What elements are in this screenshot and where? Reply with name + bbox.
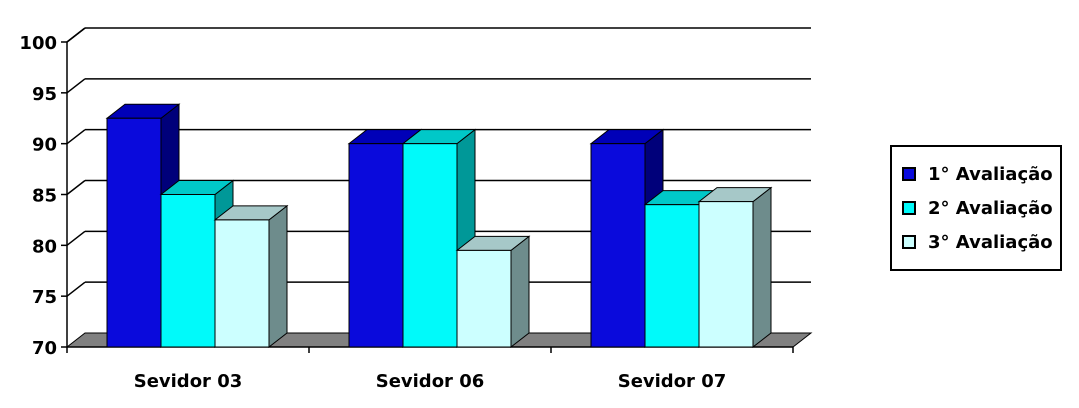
bar-front	[402, 143, 458, 348]
legend: 1° Avaliação 2° Avaliação 3° Avaliação	[890, 145, 1062, 271]
legend-swatch	[902, 201, 916, 215]
legend-swatch	[902, 167, 916, 181]
legend-swatch	[902, 235, 916, 249]
bar-front	[590, 143, 646, 348]
legend-item: 1° Avaliação	[892, 157, 1060, 191]
legend-label: 2° Avaliação	[928, 197, 1053, 219]
x-tick-label: Sevidor 03	[134, 371, 243, 392]
bar-front	[456, 249, 512, 348]
bars	[105, 103, 773, 349]
y-tick-label: 75	[32, 287, 57, 308]
legend-item: 3° Avaliação	[892, 225, 1060, 259]
bar-front	[214, 219, 270, 348]
legend-label: 1° Avaliação	[928, 163, 1053, 185]
y-tick-label: 70	[32, 338, 57, 359]
x-tick-label: Sevidor 07	[618, 371, 727, 392]
y-tick-label: 80	[32, 236, 57, 257]
bar-side	[510, 235, 530, 349]
bar	[455, 235, 531, 349]
y-axis: 70 75 80 85 90 95 100	[19, 27, 86, 359]
bar-front	[106, 117, 162, 348]
y-tick-label: 100	[19, 33, 57, 54]
y-tick-label: 85	[32, 186, 57, 207]
legend-item: 2° Avaliação	[892, 191, 1060, 225]
bar	[697, 186, 773, 349]
y-tick-label: 90	[32, 135, 57, 156]
gridline-depth	[66, 281, 86, 297]
bar-front	[644, 204, 700, 348]
legend-label: 3° Avaliação	[928, 231, 1053, 253]
bar-side	[268, 204, 288, 349]
bar-front	[348, 143, 404, 348]
bar-side	[752, 186, 772, 349]
gridline-depth	[66, 179, 86, 196]
x-tick-label: Sevidor 06	[376, 371, 485, 392]
gridline-depth	[66, 129, 86, 145]
gridline-depth	[66, 78, 86, 94]
y-axis-top-depth	[66, 27, 86, 43]
y-tick-label: 95	[32, 84, 57, 105]
bar-front	[698, 201, 754, 348]
gridline-depth	[66, 230, 86, 246]
bar-front	[160, 194, 216, 348]
bar	[213, 204, 289, 349]
x-axis: Sevidor 03 Sevidor 06 Sevidor 07	[66, 346, 794, 392]
